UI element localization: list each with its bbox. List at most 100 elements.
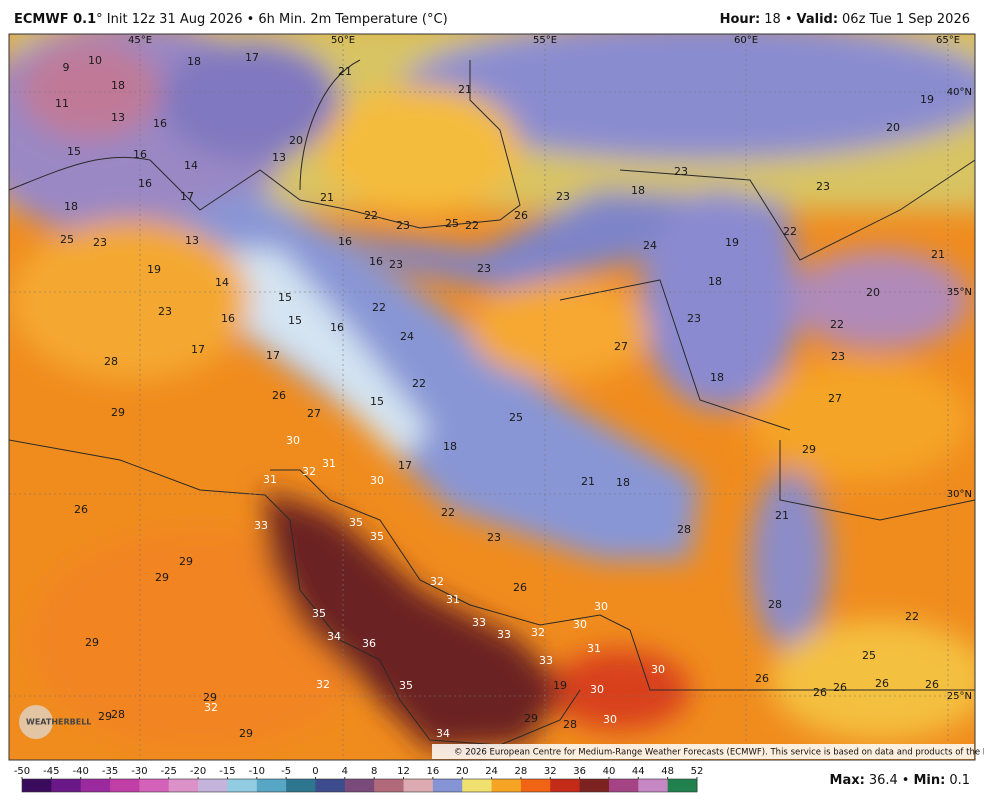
temp-label: 33 xyxy=(539,654,553,667)
colorbar-tick-label: -40 xyxy=(73,766,89,777)
temp-label: 27 xyxy=(307,407,321,420)
colorbar-cell xyxy=(227,779,258,792)
temp-label: 16 xyxy=(369,255,383,268)
temp-label: 33 xyxy=(472,616,486,629)
temp-label: 30 xyxy=(573,618,587,631)
temp-label: 16 xyxy=(221,312,235,325)
temp-label: 14 xyxy=(215,276,229,289)
temp-label: 18 xyxy=(708,275,722,288)
temp-label: 26 xyxy=(833,681,847,694)
temp-label: 22 xyxy=(905,610,919,623)
temp-label: 28 xyxy=(768,598,782,611)
separator: • xyxy=(785,12,793,27)
temp-label: 19 xyxy=(553,679,567,692)
temp-label: 22 xyxy=(441,506,455,519)
colorbar-cell xyxy=(22,779,52,792)
colorbar-tick-label: 52 xyxy=(691,766,704,777)
lat-label: 30°N xyxy=(947,489,972,500)
temp-label: 33 xyxy=(497,628,511,641)
temp-label: 31 xyxy=(263,473,277,486)
separator: • xyxy=(902,773,910,788)
temp-label: 28 xyxy=(563,718,577,731)
temp-label: 16 xyxy=(133,148,147,161)
colorbar-cell xyxy=(491,779,522,792)
temp-label: 35 xyxy=(349,516,363,529)
temp-label: 18 xyxy=(616,476,630,489)
temp-label: 28 xyxy=(104,355,118,368)
colorbar-cell xyxy=(403,779,434,792)
temp-label: 22 xyxy=(364,209,378,222)
temp-label: 26 xyxy=(74,503,88,516)
temp-label: 29 xyxy=(179,555,193,568)
colorbar-tick-label: 16 xyxy=(427,766,440,777)
max: 36.4 xyxy=(869,773,898,788)
temp-label: 30 xyxy=(370,474,384,487)
temp-label: 17 xyxy=(266,349,280,362)
temp-label: 19 xyxy=(725,236,739,249)
temp-label: 24 xyxy=(643,239,657,252)
colorbar-cell xyxy=(520,779,551,792)
temp-label: 26 xyxy=(755,672,769,685)
temp-label: 17 xyxy=(180,190,194,203)
colorbar-tick-label: -5 xyxy=(281,766,291,777)
colorbar-frame xyxy=(21,778,698,793)
temp-label: 22 xyxy=(372,301,386,314)
temp-label: 19 xyxy=(920,93,934,106)
colorbar-cell xyxy=(579,779,610,792)
temp-label: 23 xyxy=(674,165,688,178)
colorbar-tick-label: -50 xyxy=(14,766,30,777)
colorbar-cell xyxy=(198,779,228,792)
colorbar-cell xyxy=(139,779,170,792)
temp-label: 11 xyxy=(55,97,69,110)
valid: 06z Tue 1 Sep 2026 xyxy=(842,12,970,27)
temp-label: 17 xyxy=(191,343,205,356)
copyright: © 2026 European Centre for Medium-Range … xyxy=(454,748,984,758)
temp-label: 30 xyxy=(590,683,604,696)
colorbar-cell xyxy=(608,779,639,792)
temp-label: 33 xyxy=(254,519,268,532)
colorbar-tick-label: 28 xyxy=(515,766,528,777)
temp-label: 10 xyxy=(88,54,102,67)
temp-label: 30 xyxy=(603,713,617,726)
title: ° Init 12z 31 Aug 2026 • 6h Min. 2m Temp… xyxy=(96,12,448,27)
temp-label: 16 xyxy=(153,117,167,130)
colorbar-tick-label: -25 xyxy=(161,766,177,777)
colorbar-tick-label: -15 xyxy=(219,766,235,777)
temp-label: 9 xyxy=(63,61,70,74)
temp-label: 26 xyxy=(272,389,286,402)
temp-label: 32 xyxy=(204,701,218,714)
colorbar-cell xyxy=(256,779,287,792)
temp-label: 29 xyxy=(802,443,816,456)
logo: WEATHERBELL xyxy=(26,718,91,727)
temp-label: 14 xyxy=(184,159,198,172)
colorbar-cell xyxy=(432,779,463,792)
colorbar-cell xyxy=(110,779,140,792)
colorbar-tick-label: 44 xyxy=(632,766,645,777)
temp-label: 16 xyxy=(138,177,152,190)
temp-label: 21 xyxy=(931,248,945,261)
temp-label: 23 xyxy=(816,180,830,193)
temp-label: 36 xyxy=(362,637,376,650)
temp-label: 30 xyxy=(651,663,665,676)
temp-label: 34 xyxy=(327,630,341,643)
temp-label: 18 xyxy=(710,371,724,384)
temp-label: 13 xyxy=(111,111,125,124)
temp-label: 22 xyxy=(412,377,426,390)
temp-label: 18 xyxy=(443,440,457,453)
colorbar-cell xyxy=(51,779,82,792)
lon-label: 60°E xyxy=(734,35,758,46)
temp-label: 23 xyxy=(487,531,501,544)
hour-label: Hour: xyxy=(720,12,761,27)
temp-label: 17 xyxy=(245,51,259,64)
temp-label: 28 xyxy=(677,523,691,536)
temp-label: 30 xyxy=(594,600,608,613)
lat-label: 40°N xyxy=(947,87,972,98)
temp-label: 25 xyxy=(509,411,523,424)
colorbar-tick-label: -30 xyxy=(131,766,147,777)
colorbar-cell xyxy=(638,779,669,792)
temp-label: 21 xyxy=(458,83,472,96)
temp-label: 18 xyxy=(631,184,645,197)
temp-label: 23 xyxy=(556,190,570,203)
